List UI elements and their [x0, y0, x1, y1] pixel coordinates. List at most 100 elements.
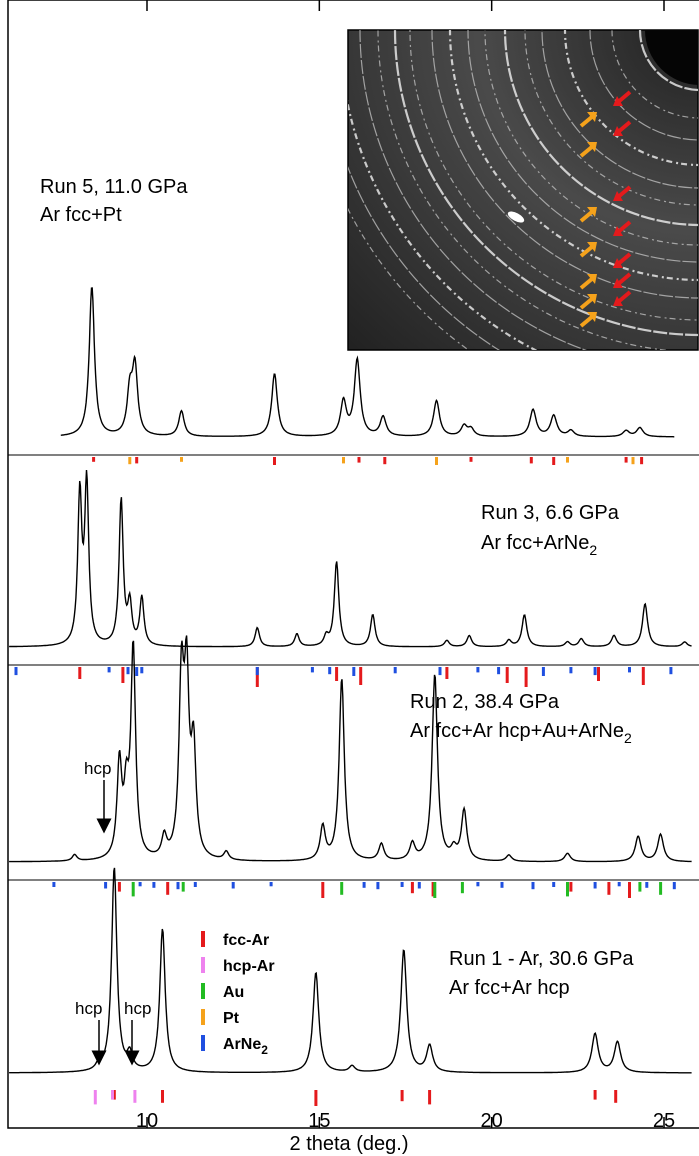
ref-tick-fcc-ar — [166, 882, 170, 895]
panel-run1-subtitle: Ar fcc+Ar hcp — [449, 977, 570, 999]
red-arrowhead — [613, 278, 623, 288]
orange-arrowhead — [587, 294, 597, 304]
ref-tick-fcc-ar — [92, 457, 96, 462]
ref-tick-hcp-ar — [93, 1090, 97, 1105]
ref-tick-fcc-ar — [78, 667, 82, 679]
ref-tick-pt — [180, 457, 183, 462]
orange-arrowhead — [587, 112, 597, 122]
ref-tick-arne2 — [193, 882, 197, 887]
ref-tick-arne2 — [531, 882, 535, 890]
ref-tick-arne2 — [497, 667, 501, 675]
pattern-curve-run2 — [9, 635, 692, 863]
ref-tick-arne2 — [500, 882, 504, 888]
panel-run5-title: Run 5, 11.0 GPa — [40, 176, 188, 198]
panel-run1-labels: Run 1 - Ar, 30.6 GPa Ar fcc+Ar hcp hcp h… — [75, 948, 634, 1066]
ref-tick-arne2 — [569, 667, 573, 674]
ref-tick-fcc-ar — [161, 1090, 164, 1103]
ref-tick-arne2 — [541, 667, 545, 676]
ref-tick-fcc-ar — [255, 667, 259, 687]
ref-tick-fcc-ar — [607, 882, 611, 895]
ref-tick-fcc-ar — [117, 882, 121, 892]
diffraction-inset — [347, 29, 699, 351]
red-arrowhead — [613, 126, 623, 136]
panel-run3-title: Run 3, 6.6 GPa — [481, 502, 620, 524]
ref-tick-pt — [342, 457, 345, 464]
red-arrowhead — [613, 96, 623, 106]
pattern-curve-run3 — [9, 469, 692, 648]
panel-run3-subtitle: Ar fcc+ArNe2 — [481, 532, 597, 558]
x-axis-label: 2 theta (deg.) — [290, 1133, 409, 1155]
ref-tick-fcc-ar — [593, 1090, 597, 1100]
panel-run2-subtitle: Ar fcc+Ar hcp+Au+ArNe2 — [410, 720, 632, 746]
ref-tick-arne2 — [176, 882, 180, 890]
ref-tick-fcc-ar — [335, 667, 339, 681]
legend-swatch-au — [201, 983, 205, 999]
ref-tick-arne2 — [438, 667, 442, 676]
ref-tick-arne2 — [14, 667, 18, 676]
ref-tick-fcc-ar — [524, 667, 528, 687]
panel-run3-subtitle-main: Ar fcc+ArNe — [481, 532, 589, 554]
ref-tick-fcc-ar — [428, 1090, 432, 1105]
ref-tick-arne2 — [135, 667, 139, 676]
ref-tick-arne2 — [476, 667, 480, 673]
x-tick-label: 15 — [308, 1110, 330, 1132]
red-arrowhead — [613, 226, 623, 236]
pattern-curves — [9, 287, 692, 1074]
ref-tick-arne2 — [255, 667, 259, 676]
orange-arrow — [579, 144, 595, 158]
orange-arrow — [579, 114, 595, 128]
panel-run2-labels: Run 2, 38.4 GPa Ar fcc+Ar hcp+Au+ArNe2 h… — [84, 691, 632, 834]
ref-tick-au — [181, 882, 185, 892]
ref-tick-fcc-ar — [321, 882, 325, 898]
ref-tick-fcc-ar — [469, 457, 473, 462]
ref-tick-pt — [631, 457, 635, 465]
panel-run2-subtitle-main: Ar fcc+Ar hcp+Au+ArNe — [410, 720, 624, 742]
ref-tick-fcc-ar — [112, 1090, 116, 1100]
ref-tick-fcc-ar — [431, 882, 435, 897]
ref-tick-au — [638, 882, 642, 892]
ref-tick-arne2 — [328, 667, 332, 675]
panel-run2-title: Run 2, 38.4 GPa — [410, 691, 560, 713]
ref-tick-hcp-ar — [133, 1090, 137, 1103]
ref-tick-hcp-ar — [111, 1090, 114, 1100]
orange-arrowhead — [587, 312, 597, 322]
orange-arrow — [579, 209, 595, 223]
ref-tick-fcc-ar — [529, 457, 533, 464]
ref-tick-arne2 — [126, 667, 130, 675]
ref-tick-fcc-ar — [597, 667, 600, 681]
ref-tick-arne2 — [107, 667, 111, 673]
ref-tick-fcc-ar — [505, 667, 509, 683]
ref-tick-au — [566, 882, 569, 897]
legend: fcc-Ar hcp-Ar Au Pt ArNe2 — [201, 931, 275, 1057]
ref-tick-fcc-ar — [624, 457, 628, 463]
ref-tick-arne2 — [672, 882, 676, 890]
red-arrowhead — [613, 296, 623, 306]
orange-arrow — [579, 314, 595, 328]
red-arrowhead — [613, 258, 623, 268]
ref-tick-pt — [128, 457, 132, 465]
orange-arrow — [579, 296, 595, 310]
ref-tick-fcc-ar — [383, 457, 387, 465]
orange-arrowhead — [587, 142, 597, 152]
x-axis-ticks — [146, 0, 665, 1128]
ref-tick-arne2 — [269, 882, 273, 887]
ref-tick-fcc-ar — [640, 457, 644, 465]
ref-tick-au — [340, 882, 344, 895]
ref-tick-arne2 — [138, 882, 142, 887]
panel-run1-hcp-annotation-left: hcp — [75, 999, 102, 1018]
legend-swatch-pt — [201, 1009, 205, 1025]
ref-tick-arne2 — [362, 882, 366, 888]
orange-arrow — [579, 244, 595, 258]
legend-swatch-hcp-ar — [201, 957, 205, 973]
ref-tick-fcc-ar — [628, 882, 631, 898]
panel-run1-hcp-annotation-right: hcp — [124, 999, 151, 1018]
legend-label-hcp-ar: hcp-Ar — [223, 958, 275, 975]
ref-tick-arne2 — [617, 882, 621, 887]
orange-arrow — [579, 276, 595, 290]
legend-swatch-fcc-ar — [201, 931, 205, 947]
beam-stop — [645, 30, 698, 85]
ref-tick-arne2 — [104, 882, 108, 889]
reference-ticks — [14, 457, 676, 1106]
ref-tick-fcc-ar — [569, 882, 573, 892]
